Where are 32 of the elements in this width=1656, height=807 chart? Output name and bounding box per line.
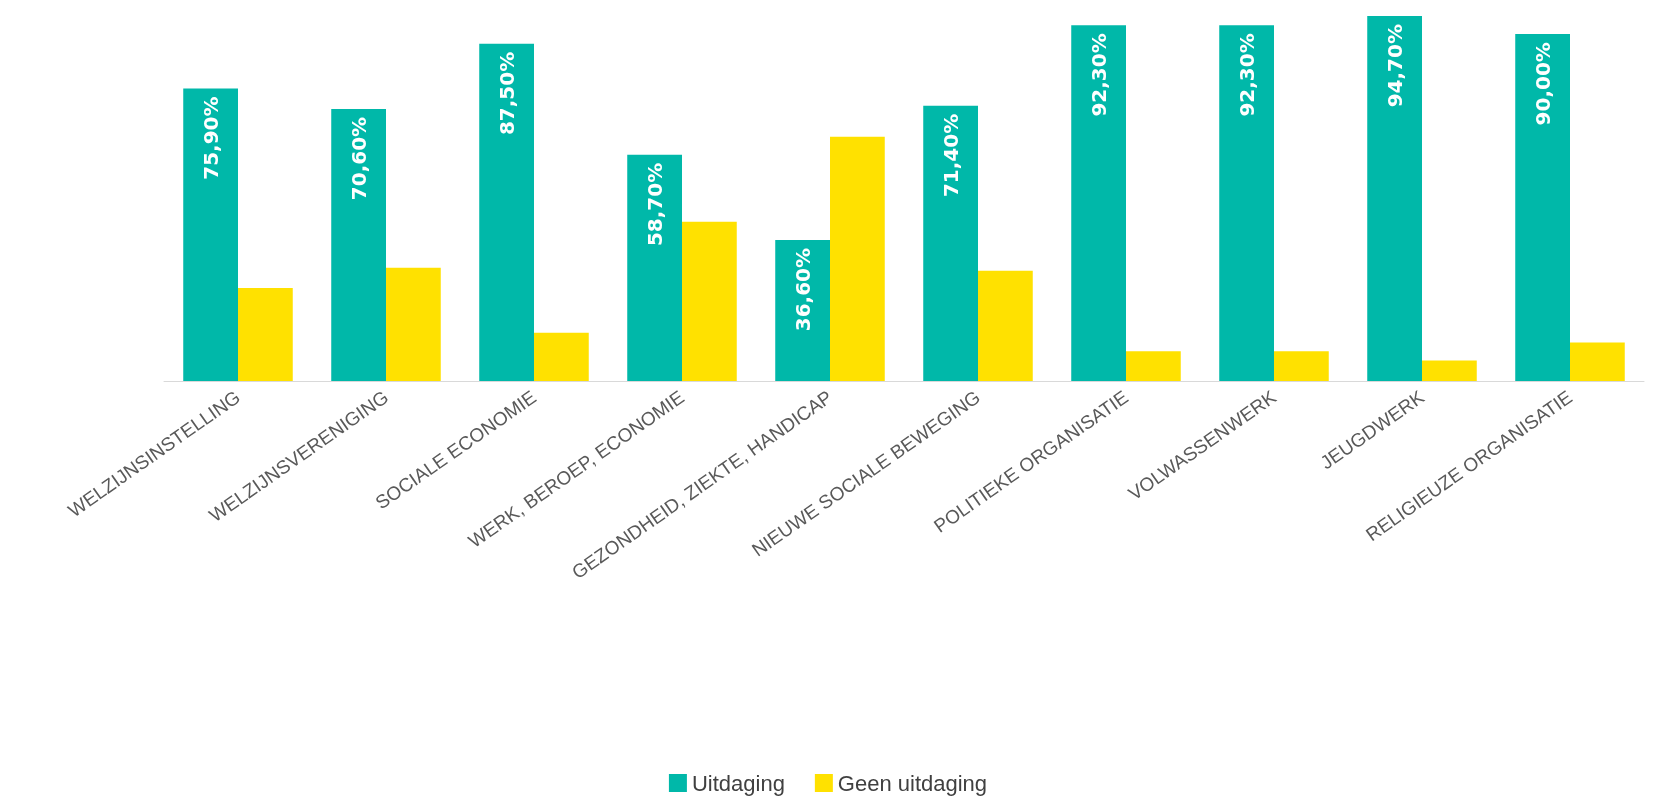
bar — [682, 221, 737, 381]
data-label: 58,70% — [642, 162, 667, 247]
data-label: 90,00% — [1530, 42, 1555, 126]
bar — [978, 270, 1033, 381]
bar — [1570, 342, 1625, 381]
data-label: 92,30% — [1234, 33, 1259, 117]
bar — [479, 43, 534, 381]
bar — [1367, 16, 1422, 381]
bar — [1219, 25, 1274, 381]
bar — [830, 136, 885, 381]
bar — [923, 105, 978, 381]
data-label: 36,60% — [790, 247, 815, 332]
bar — [1274, 351, 1329, 381]
bar — [238, 288, 293, 381]
bar — [1422, 360, 1477, 381]
data-label: 92,30% — [1086, 33, 1111, 117]
bar — [331, 108, 386, 381]
bar — [775, 239, 830, 381]
data-label: 94,70% — [1382, 24, 1407, 108]
data-label: 75,90% — [198, 96, 223, 180]
data-label: 70,60% — [346, 116, 371, 201]
bar — [627, 154, 682, 381]
bar — [1071, 25, 1126, 381]
bar — [1515, 34, 1570, 381]
legend-label: Geen uitdaging — [837, 770, 988, 796]
data-label: 87,50% — [494, 51, 519, 136]
bar — [534, 332, 589, 381]
legend-label: Uitdaging — [691, 770, 785, 796]
bar — [183, 88, 238, 381]
bar — [386, 267, 441, 381]
data-label: 71,40% — [938, 113, 963, 198]
bar — [1126, 351, 1181, 381]
